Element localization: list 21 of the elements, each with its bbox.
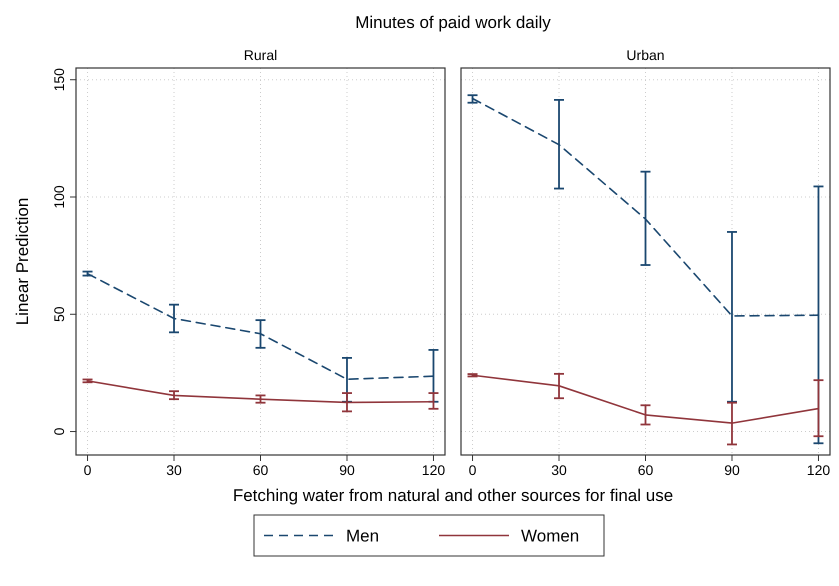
x-tick-label: 90 [724,462,740,478]
x-tick-label: 60 [638,462,654,478]
x-tick-label: 120 [806,462,830,478]
x-tick-label: 60 [252,462,268,478]
y-tick-label: 0 [51,427,67,436]
y-tick-label: 150 [51,68,67,92]
chart-title: Minutes of paid work daily [355,13,552,32]
x-axis-title: Fetching water from natural and other sources for final use [232,486,674,505]
legend-label: Men [346,526,380,546]
x-tick-label: 0 [468,462,477,478]
x-tick-label: 120 [422,462,446,478]
chart-subtitle: Rural [244,47,278,63]
x-tick-label: 90 [339,462,355,478]
x-tick-label: 30 [166,462,182,478]
y-tick-label: 50 [51,306,67,322]
x-tick-label: 0 [84,462,92,478]
chart-subtitle: Urban [626,47,665,63]
x-tick-label: 30 [551,462,568,478]
legend-label: Women [521,526,580,546]
y-tick-label: 100 [51,185,67,209]
y-axis-title: Linear Prediction [13,198,32,326]
